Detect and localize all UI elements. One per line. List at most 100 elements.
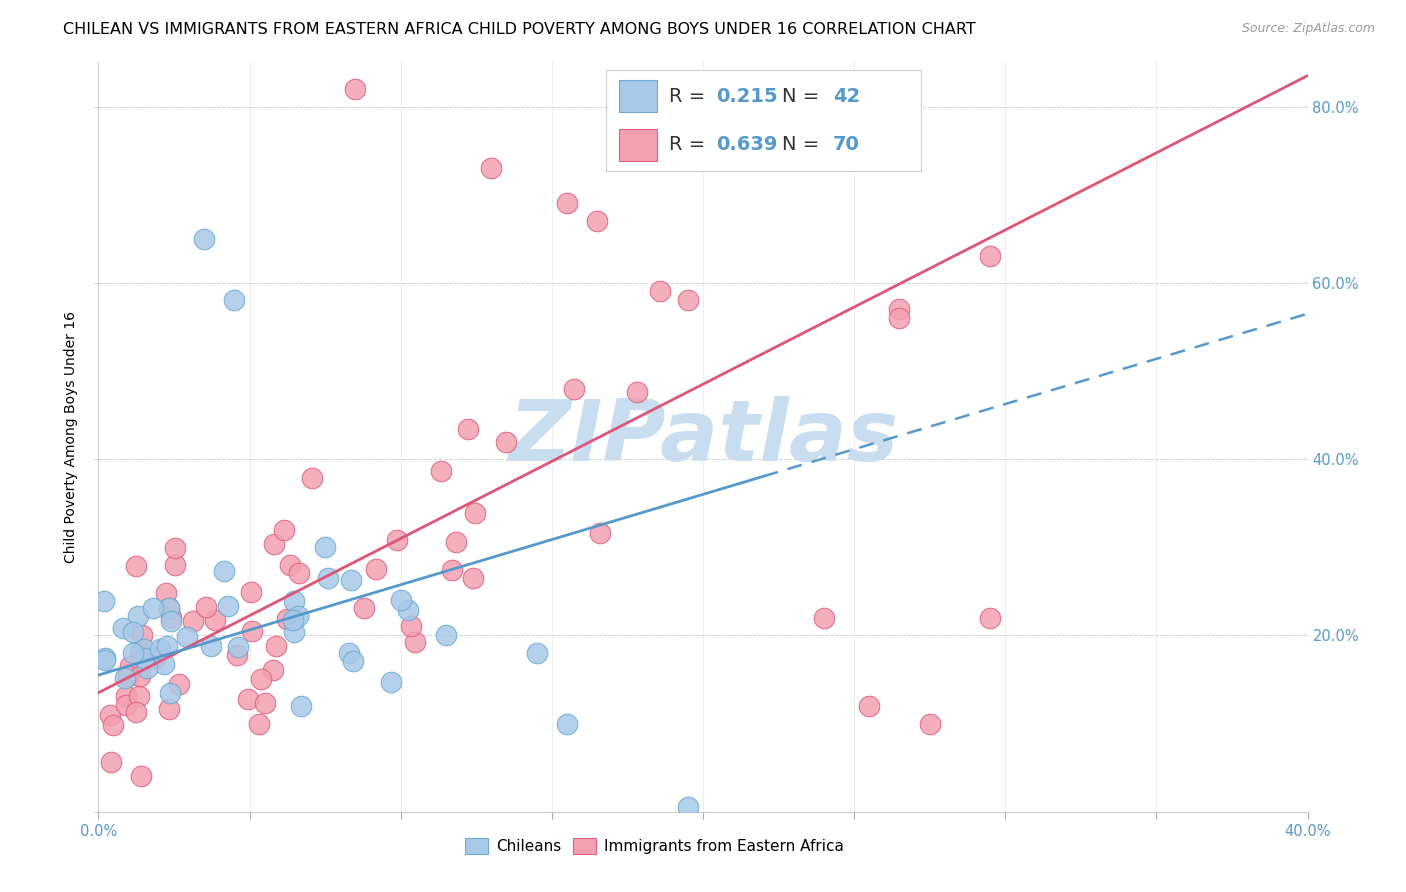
Point [132, 642, 155, 657]
Point [314, 541, 336, 555]
Point [129, 669, 152, 683]
Point [183, 614, 205, 628]
Point [114, 671, 136, 685]
Point [276, 611, 298, 625]
Point [157, 601, 180, 615]
Point [111, 621, 134, 635]
Point [159, 609, 181, 624]
Point [176, 630, 198, 644]
Point [404, 635, 426, 649]
Point [236, 691, 259, 706]
Point [128, 689, 150, 703]
Point [586, 214, 609, 228]
Point [149, 641, 172, 656]
Point [364, 561, 387, 575]
Point [129, 769, 152, 783]
Point [132, 651, 155, 665]
Point [344, 82, 367, 96]
Point [125, 705, 148, 719]
Point [385, 533, 408, 547]
Point [262, 663, 284, 677]
Point [240, 624, 263, 639]
Point [159, 686, 181, 700]
Point [129, 654, 152, 668]
Point [253, 696, 276, 710]
Point [167, 677, 190, 691]
Point [273, 524, 295, 538]
Point [135, 653, 157, 667]
Point [136, 661, 159, 675]
Point [429, 464, 451, 478]
Point [157, 601, 180, 615]
Point [153, 657, 176, 671]
Text: Source: ZipAtlas.com: Source: ZipAtlas.com [1241, 22, 1375, 36]
Point [195, 600, 218, 615]
Point [339, 573, 361, 587]
Point [889, 311, 911, 326]
Point [226, 648, 249, 662]
Legend: Chileans, Immigrants from Eastern Africa: Chileans, Immigrants from Eastern Africa [460, 831, 851, 860]
Point [264, 639, 287, 653]
Point [283, 594, 305, 608]
Point [564, 382, 586, 396]
Point [626, 385, 648, 400]
Point [440, 563, 463, 577]
Point [380, 675, 402, 690]
Point [125, 558, 148, 573]
Text: ZIPatlas: ZIPatlas [508, 395, 898, 479]
Point [114, 698, 136, 713]
Point [301, 471, 323, 485]
Point [122, 647, 145, 661]
Point [118, 658, 141, 673]
Point [193, 232, 215, 246]
Point [288, 566, 311, 580]
Point [396, 603, 419, 617]
Point [464, 506, 486, 520]
Point [247, 717, 270, 731]
Point [290, 698, 312, 713]
Point [127, 608, 149, 623]
Point [434, 628, 457, 642]
Point [103, 718, 125, 732]
Point [100, 756, 122, 770]
Point [889, 302, 911, 317]
Point [143, 651, 166, 665]
Point [217, 599, 239, 613]
Point [461, 571, 484, 585]
Point [94, 653, 117, 667]
Point [160, 614, 183, 628]
Point [142, 600, 165, 615]
Text: CHILEAN VS IMMIGRANTS FROM EASTERN AFRICA CHILD POVERTY AMONG BOYS UNDER 16 CORR: CHILEAN VS IMMIGRANTS FROM EASTERN AFRIC… [63, 22, 976, 37]
Point [224, 293, 246, 308]
Point [240, 585, 263, 599]
Point [457, 422, 479, 436]
Point [212, 564, 235, 578]
Point [676, 800, 699, 814]
Point [918, 716, 941, 731]
Point [94, 651, 117, 665]
Point [204, 613, 226, 627]
Point [389, 593, 412, 607]
Point [481, 161, 503, 176]
Point [117, 669, 139, 683]
Point [399, 618, 422, 632]
Point [353, 601, 375, 615]
Point [979, 611, 1001, 625]
Point [155, 586, 177, 600]
Y-axis label: Child Poverty Among Boys Under 16: Child Poverty Among Boys Under 16 [65, 311, 79, 563]
Point [446, 534, 468, 549]
Point [676, 293, 699, 308]
Point [318, 571, 340, 585]
Point [287, 609, 309, 624]
Point [93, 594, 115, 608]
Point [283, 625, 305, 640]
Point [526, 646, 548, 660]
Point [200, 639, 222, 653]
Point [98, 707, 121, 722]
Point [979, 249, 1001, 263]
Point [115, 689, 138, 703]
Point [589, 525, 612, 540]
Point [131, 628, 153, 642]
Point [648, 285, 671, 299]
Point [249, 672, 271, 686]
